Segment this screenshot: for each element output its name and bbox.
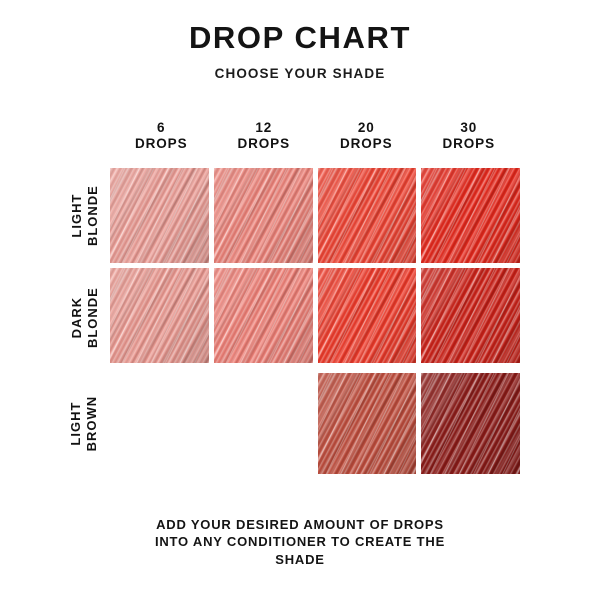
row-label-dark-blonde: DARK BLONDE <box>62 270 106 366</box>
hair-texture-overlay <box>317 373 417 474</box>
swatch-light-brown-12-drops-empty <box>214 373 313 474</box>
hair-shading-overlay <box>317 168 417 263</box>
row-label-light-blonde: LIGHT BLONDE <box>62 168 106 264</box>
column-headers: 6 DROPS 12 DROPS 20 DROPS 30 DROPS <box>110 120 520 153</box>
hair-shading-overlay <box>421 268 520 363</box>
column-header-1: 6 DROPS <box>110 120 213 153</box>
column-header-1-unit: DROPS <box>134 136 188 152</box>
column-header-4-value: 30 <box>460 120 478 135</box>
swatch-row-light-brown <box>110 373 520 474</box>
row-labels: LIGHT BLONDE DARK BLONDE LIGHT BROWN <box>62 168 106 474</box>
row-label-light-blonde-line1: LIGHT <box>68 194 84 239</box>
hair-texture-overlay <box>213 268 313 363</box>
swatch-dark-blonde-12-drops[interactable] <box>213 268 313 363</box>
chart-header: DROP CHART CHOOSE YOUR SHADE <box>0 22 600 81</box>
row-label-light-brown-line1: LIGHT <box>68 402 84 447</box>
column-header-1-value: 6 <box>157 120 166 135</box>
column-header-3-value: 20 <box>357 120 375 135</box>
row-label-light-brown-line2: BROWN <box>84 396 100 452</box>
swatch-light-blonde-12-drops[interactable] <box>213 168 313 263</box>
swatch-light-blonde-20-drops[interactable] <box>317 168 417 263</box>
swatch-light-brown-20-drops[interactable] <box>317 373 417 474</box>
footer-line-2: INTO ANY CONDITIONER TO CREATE THE <box>154 534 446 550</box>
column-header-4-unit: DROPS <box>442 136 495 152</box>
column-header-2: 12 DROPS <box>213 120 316 153</box>
swatch-row-dark-blonde <box>110 268 520 363</box>
hair-shading-overlay <box>421 373 520 474</box>
column-header-2-value: 12 <box>255 120 273 135</box>
column-header-4: 30 DROPS <box>418 120 521 153</box>
column-header-2-unit: DROPS <box>237 136 290 152</box>
hair-texture-overlay <box>110 168 209 263</box>
hair-shading-overlay <box>110 168 209 263</box>
swatch-dark-blonde-20-drops[interactable] <box>317 268 417 363</box>
hair-shading-overlay <box>421 168 520 263</box>
column-header-3-unit: DROPS <box>339 136 393 152</box>
row-label-dark-blonde-line1: DARK <box>68 297 84 339</box>
shade-swatch-grid <box>110 168 520 474</box>
swatch-row-light-blonde <box>110 168 520 263</box>
row-label-light-blonde-line2: BLONDE <box>84 185 100 247</box>
hair-shading-overlay <box>317 268 417 363</box>
footer-instructions: ADD YOUR DESIRED AMOUNT OF DROPS INTO AN… <box>90 516 510 568</box>
hair-texture-overlay <box>421 268 520 363</box>
hair-texture-overlay <box>317 268 417 363</box>
swatch-light-blonde-6-drops[interactable] <box>110 168 209 263</box>
row-label-light-brown: LIGHT BROWN <box>62 374 106 474</box>
swatch-dark-blonde-6-drops[interactable] <box>110 268 209 363</box>
hair-shading-overlay <box>213 168 313 263</box>
hair-texture-overlay <box>110 268 209 363</box>
swatch-light-blonde-30-drops[interactable] <box>421 168 520 263</box>
footer-line-1: ADD YOUR DESIRED AMOUNT OF DROPS <box>156 517 444 532</box>
hair-shading-overlay <box>213 268 313 363</box>
hair-texture-overlay <box>213 168 313 263</box>
swatch-dark-blonde-30-drops[interactable] <box>421 268 520 363</box>
row-label-dark-blonde-line2: BLONDE <box>84 287 100 349</box>
page-subtitle: CHOOSE YOUR SHADE <box>214 66 386 81</box>
page-title: DROP CHART <box>188 20 412 55</box>
hair-shading-overlay <box>317 373 417 474</box>
swatch-light-brown-6-drops-empty <box>110 373 209 474</box>
hair-shading-overlay <box>110 268 209 363</box>
column-header-3: 20 DROPS <box>315 120 418 153</box>
hair-texture-overlay <box>317 168 417 263</box>
footer-line-3: SHADE <box>275 551 325 567</box>
swatch-light-brown-30-drops[interactable] <box>421 373 520 474</box>
hair-texture-overlay <box>421 168 520 263</box>
hair-texture-overlay <box>421 373 520 474</box>
